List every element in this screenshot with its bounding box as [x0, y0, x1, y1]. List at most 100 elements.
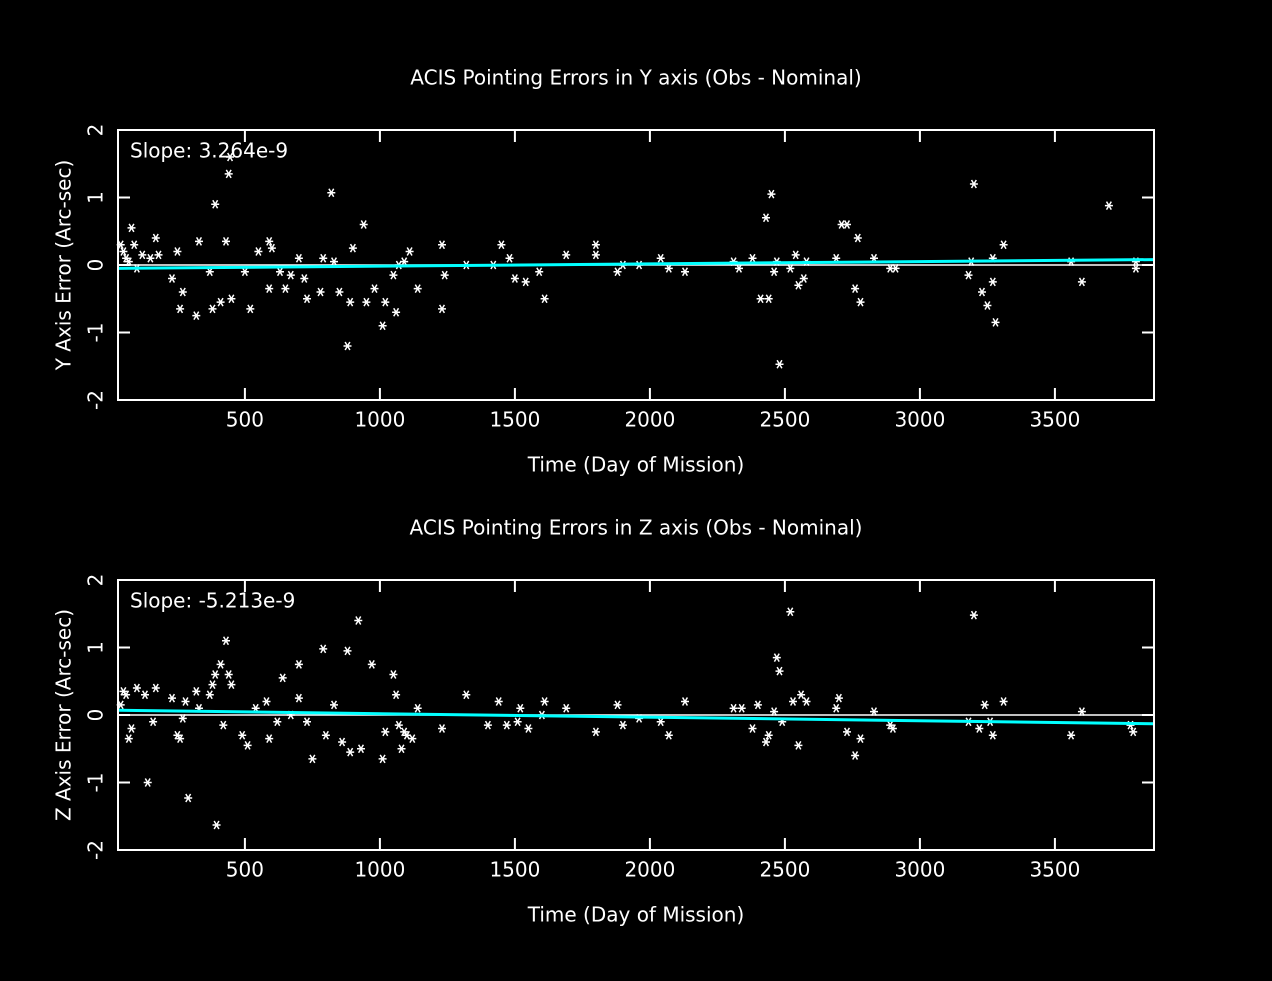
point [438, 724, 447, 733]
point [591, 240, 600, 250]
point [753, 700, 762, 710]
point [494, 697, 503, 706]
point [438, 304, 447, 314]
point [405, 247, 414, 256]
point [438, 240, 447, 250]
slope-annotation: Slope: 3.264e-9 [130, 139, 288, 163]
fit-line [117, 708, 1155, 726]
point [735, 263, 744, 273]
point [192, 311, 201, 321]
point [354, 616, 363, 625]
point [980, 700, 989, 710]
point [729, 703, 738, 713]
point [381, 297, 390, 307]
x-tick-label: 1500 [489, 408, 540, 432]
point [370, 284, 379, 294]
point [794, 280, 803, 290]
point [224, 670, 233, 679]
point [254, 247, 263, 256]
point [359, 220, 368, 229]
point [211, 670, 220, 679]
point [168, 274, 177, 283]
x-tick-label: 3500 [1029, 858, 1080, 882]
y-tick-label: 2 [84, 574, 108, 587]
point [316, 287, 325, 297]
point [381, 727, 390, 737]
point [330, 700, 339, 710]
point [211, 199, 220, 209]
point [440, 270, 449, 280]
point [303, 717, 312, 727]
point [969, 610, 978, 620]
point [222, 636, 231, 646]
point [122, 690, 131, 700]
point [856, 297, 865, 307]
slope-annotation: Slope: -5.213e-9 [130, 589, 295, 613]
point [510, 274, 519, 283]
point [212, 820, 221, 830]
point [151, 683, 160, 693]
point [656, 253, 665, 263]
x-tick-label: 2500 [759, 858, 810, 882]
point [276, 267, 285, 277]
point [397, 744, 406, 754]
point [756, 294, 765, 304]
point [219, 720, 228, 730]
point [265, 284, 274, 294]
point [978, 287, 987, 297]
point [789, 697, 798, 706]
point [502, 720, 511, 730]
point [378, 754, 387, 764]
point [1077, 277, 1086, 287]
point [335, 287, 344, 297]
point [367, 659, 376, 669]
point [243, 740, 252, 750]
point [843, 220, 852, 229]
point [400, 257, 409, 267]
x-tick-label: 500 [226, 408, 264, 432]
point [786, 263, 795, 273]
point [843, 727, 852, 737]
y-tick-label: 0 [84, 259, 108, 272]
x-axis-label: Time (Day of Mission) [527, 453, 745, 477]
point [591, 727, 600, 737]
point [613, 267, 622, 277]
point [208, 304, 217, 314]
point [1104, 201, 1113, 210]
point [227, 680, 236, 690]
x-tick-label: 500 [226, 858, 264, 882]
point [834, 693, 843, 703]
point [173, 247, 182, 256]
point [392, 307, 401, 317]
point [775, 359, 784, 369]
point [124, 734, 133, 744]
point [168, 693, 177, 703]
point [265, 236, 274, 246]
point [389, 670, 398, 679]
y-tick-label: 0 [84, 709, 108, 722]
y-tick-label: 1 [84, 191, 108, 204]
point [408, 734, 417, 744]
point [178, 713, 187, 723]
point [540, 697, 549, 706]
point [832, 703, 841, 713]
point [770, 267, 779, 277]
point [362, 297, 371, 307]
point [195, 236, 204, 246]
point [888, 724, 897, 733]
point [664, 263, 673, 273]
point [513, 717, 522, 727]
point [762, 213, 771, 223]
point [764, 730, 773, 740]
x-tick-label: 1000 [354, 408, 405, 432]
point [1067, 730, 1076, 740]
point [357, 744, 366, 754]
y-tick-label: -1 [84, 323, 108, 343]
point [319, 644, 328, 654]
point [991, 317, 1000, 327]
point [535, 267, 544, 277]
point [737, 703, 746, 713]
point [224, 169, 233, 179]
x-tick-label: 3000 [894, 858, 945, 882]
